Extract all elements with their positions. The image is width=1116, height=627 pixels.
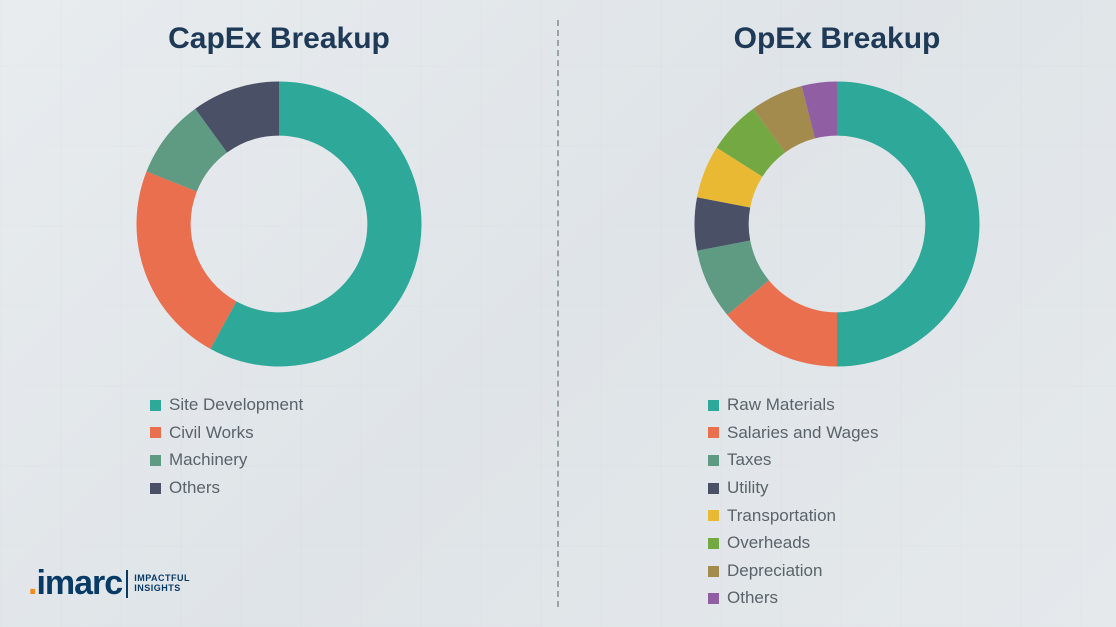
donut-slice xyxy=(137,172,237,349)
legend-label: Site Development xyxy=(169,393,303,418)
legend-item: Taxes xyxy=(708,448,879,473)
legend-label: Civil Works xyxy=(169,421,254,446)
opex-title: OpEx Breakup xyxy=(734,22,941,56)
legend-label: Salaries and Wages xyxy=(727,421,879,446)
legend-item: Salaries and Wages xyxy=(708,421,879,446)
legend-label: Taxes xyxy=(727,448,771,473)
opex-legend: Raw Materials Salaries and WagesTaxes Util… xyxy=(708,390,879,614)
capex-title: CapEx Breakup xyxy=(168,22,390,56)
donut-slice xyxy=(837,82,980,367)
legend-label: Others xyxy=(169,476,220,501)
legend-item: Depreciation xyxy=(708,559,879,584)
legend-item: Raw Materials xyxy=(708,393,879,418)
legend-item: Others xyxy=(150,476,303,501)
capex-donut xyxy=(129,74,429,374)
legend-swatch xyxy=(150,483,161,494)
legend-item: Machinery xyxy=(150,448,303,473)
legend-item: Utility xyxy=(708,476,879,501)
opex-panel: OpEx Breakup Raw Materials Salaries and W… xyxy=(558,0,1116,627)
legend-label: Depreciation xyxy=(727,559,822,584)
legend-swatch xyxy=(150,455,161,466)
opex-donut-svg xyxy=(687,74,987,374)
legend-label: Others xyxy=(727,586,778,611)
logo-wordmark: .imarc xyxy=(28,564,122,603)
legend-label: Utility xyxy=(727,476,769,501)
legend-label: Transportation xyxy=(727,504,836,529)
legend-swatch xyxy=(708,400,719,411)
legend-label: Raw Materials xyxy=(727,393,835,418)
legend-swatch xyxy=(708,566,719,577)
logo-tagline: IMPACTFUL INSIGHTS xyxy=(134,574,190,593)
legend-label: Overheads xyxy=(727,531,810,556)
legend-swatch xyxy=(708,593,719,604)
capex-legend: Site Development Civil WorksMachinery Othe… xyxy=(150,390,303,504)
capex-panel: CapEx Breakup Site Development Civil Work… xyxy=(0,0,558,627)
capex-donut-svg xyxy=(129,74,429,374)
legend-swatch xyxy=(708,427,719,438)
legend-swatch xyxy=(708,538,719,549)
legend-item: Site Development xyxy=(150,393,303,418)
legend-swatch xyxy=(708,455,719,466)
legend-item: Others xyxy=(708,586,879,611)
legend-item: Overheads xyxy=(708,531,879,556)
page-root: CapEx Breakup Site Development Civil Work… xyxy=(0,0,1116,627)
legend-label: Machinery xyxy=(169,448,247,473)
opex-donut xyxy=(687,74,987,374)
legend-item: Civil Works xyxy=(150,421,303,446)
logo-separator xyxy=(126,570,128,598)
legend-swatch xyxy=(150,400,161,411)
legend-item: Transportation xyxy=(708,504,879,529)
legend-swatch xyxy=(150,427,161,438)
legend-swatch xyxy=(708,483,719,494)
legend-swatch xyxy=(708,510,719,521)
logo-text-prefix: imar xyxy=(36,564,104,602)
logo-text-suffix: c xyxy=(104,564,122,602)
brand-logo: .imarc IMPACTFUL INSIGHTS xyxy=(28,564,190,603)
logo-tagline-2: INSIGHTS xyxy=(134,583,181,593)
